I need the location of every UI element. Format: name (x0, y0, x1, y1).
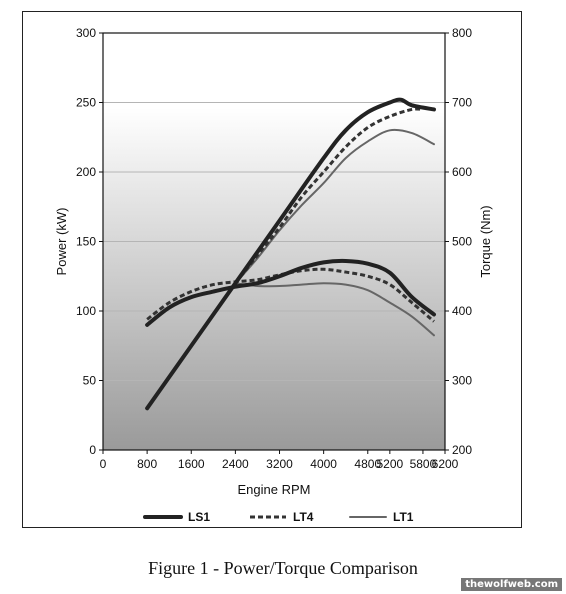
y2-tick-label: 700 (452, 96, 472, 110)
x-tick-label: 4000 (310, 457, 337, 471)
y-tick-label: 200 (76, 165, 96, 179)
y-tick-label: 50 (83, 374, 97, 388)
series-lt1-torque-line (234, 282, 435, 337)
legend-label-lt1: LT1 (393, 510, 414, 524)
series-ls1-torque-line (145, 258, 436, 327)
legend-label-lt4: LT4 (293, 510, 314, 524)
x-tick-label: 6200 (432, 457, 459, 471)
y-tick-label: 0 (89, 443, 96, 457)
x-tick-label: 2400 (222, 457, 249, 471)
y-tick-label: 250 (76, 96, 96, 110)
y-axis-title: Power (kW) (54, 208, 69, 276)
y2-tick-label: 600 (452, 165, 472, 179)
y-tick-label: 300 (76, 26, 96, 40)
x-tick-label: 1600 (178, 457, 205, 471)
x-tick-label: 0 (100, 457, 107, 471)
x-tick-label: 800 (137, 457, 157, 471)
series-lt4-power-line (234, 107, 424, 285)
figure-caption: Figure 1 - Power/Torque Comparison (148, 558, 418, 578)
series-ls1-power-line (145, 97, 436, 411)
y2-tick-label: 200 (452, 443, 472, 457)
x-tick-label: 3200 (266, 457, 293, 471)
y2-tick-label: 300 (452, 374, 472, 388)
y2-tick-label: 800 (452, 26, 472, 40)
y2-tick-label: 500 (452, 235, 472, 249)
watermark: thewolfweb.com (461, 578, 562, 591)
legend-label-ls1: LS1 (188, 510, 210, 524)
x-tick-label: 4800 (354, 457, 381, 471)
figure-frame (22, 11, 522, 528)
y-tick-label: 150 (76, 235, 96, 249)
y2-axis-title: Torque (Nm) (478, 205, 493, 277)
series-lt1-power-line (234, 128, 435, 285)
x-axis-title: Engine RPM (238, 482, 311, 497)
y-tick-label: 100 (76, 304, 96, 318)
x-tick-label: 5800 (410, 457, 437, 471)
power-torque-chart: 0 50 100 150 200 250 300 200 300 400 500 600 700 800 0… (54, 26, 493, 524)
x-tick-label: 5200 (376, 457, 403, 471)
y2-tick-label: 400 (452, 304, 472, 318)
